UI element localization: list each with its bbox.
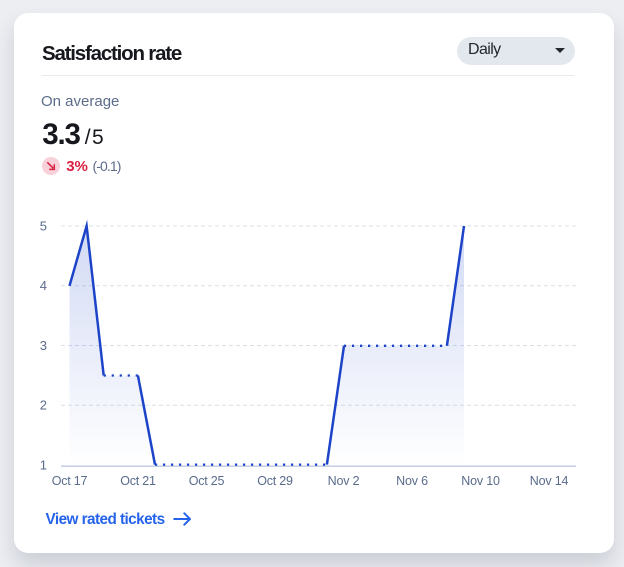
svg-text:5: 5 <box>40 219 47 234</box>
svg-text:Oct 17: Oct 17 <box>52 474 88 488</box>
svg-text:2: 2 <box>40 398 47 413</box>
svg-text:Nov 2: Nov 2 <box>328 474 360 488</box>
svg-text:4: 4 <box>40 278 47 293</box>
svg-text:1: 1 <box>40 458 47 473</box>
svg-text:Oct 29: Oct 29 <box>257 474 293 488</box>
svg-text:Nov 14: Nov 14 <box>530 474 569 488</box>
svg-text:Oct 21: Oct 21 <box>120 474 156 488</box>
svg-text:3: 3 <box>40 338 47 353</box>
svg-text:Oct 25: Oct 25 <box>189 474 225 488</box>
svg-text:Nov 10: Nov 10 <box>461 474 500 488</box>
svg-text:Nov 6: Nov 6 <box>396 474 428 488</box>
